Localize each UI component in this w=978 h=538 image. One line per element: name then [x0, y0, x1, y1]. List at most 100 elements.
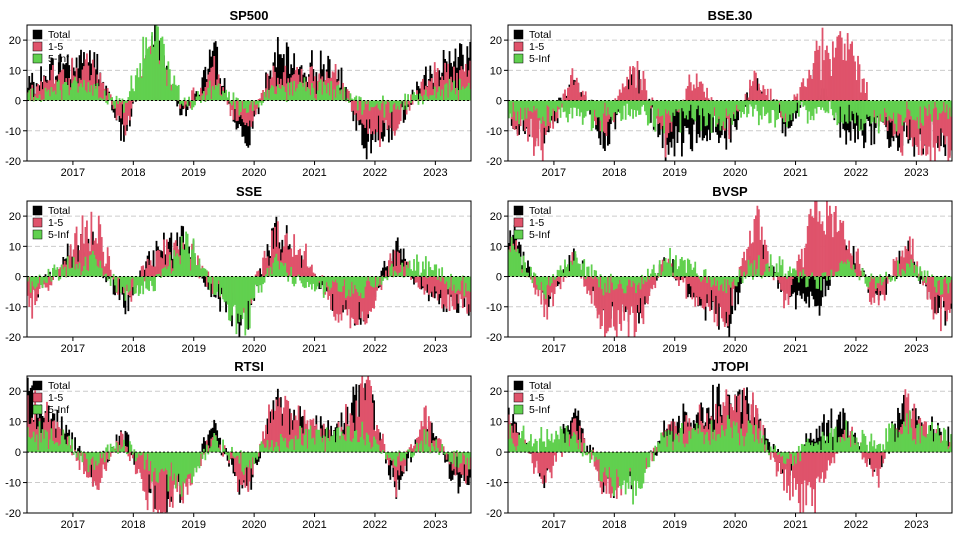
bar: [287, 46, 290, 101]
bar: [299, 276, 301, 281]
bar: [223, 78, 226, 101]
bar: [734, 276, 737, 311]
bar: [561, 100, 563, 108]
bar: [321, 76, 324, 101]
bar: [401, 262, 404, 277]
bar: [232, 452, 235, 474]
bar: [322, 276, 325, 298]
bar: [364, 445, 367, 453]
bar: [139, 452, 142, 456]
bar: [611, 276, 614, 283]
bar: [590, 264, 593, 277]
bar: [284, 65, 287, 101]
bar: [617, 276, 620, 311]
bar: [831, 436, 834, 453]
bar: [296, 88, 298, 101]
bar: [413, 445, 415, 453]
bar: [65, 444, 68, 453]
bar: [256, 452, 259, 460]
bar: [718, 276, 720, 291]
bar: [282, 265, 285, 277]
bar: [448, 452, 451, 479]
bar: [276, 406, 279, 453]
bar: [917, 273, 920, 277]
bar: [450, 452, 452, 481]
bar: [716, 276, 719, 327]
bar: [598, 100, 600, 139]
bar: [81, 87, 84, 101]
bar: [398, 452, 401, 476]
bar: [303, 276, 306, 289]
bar: [784, 273, 787, 277]
bar: [220, 276, 223, 288]
bar: [692, 84, 695, 101]
bar: [81, 271, 84, 277]
bar: [185, 452, 187, 479]
bar: [852, 100, 855, 130]
bar: [374, 100, 377, 130]
bar: [667, 263, 670, 277]
bar: [305, 429, 307, 453]
bar: [456, 276, 458, 291]
bar: [419, 275, 421, 277]
bar: [419, 443, 421, 453]
bar: [908, 236, 911, 277]
bar: [568, 255, 571, 277]
bar: [200, 269, 202, 277]
bar: [571, 264, 574, 277]
bar: [130, 75, 133, 101]
bar: [311, 276, 313, 290]
bar: [248, 276, 251, 329]
bar: [294, 415, 297, 453]
bar: [80, 49, 82, 101]
bar: [54, 94, 57, 101]
bar: [130, 276, 133, 280]
bar: [456, 452, 458, 457]
bar: [111, 97, 113, 101]
bar: [447, 452, 449, 462]
bar: [463, 452, 466, 465]
bar: [204, 441, 207, 453]
bar: [763, 100, 766, 116]
bar: [250, 100, 253, 127]
bar: [303, 409, 306, 453]
bar: [117, 100, 119, 105]
bar: [911, 100, 914, 147]
bar: [809, 208, 812, 277]
bar: [97, 98, 100, 101]
bar: [830, 269, 833, 277]
bar: [198, 258, 201, 277]
bar: [239, 450, 242, 453]
bar: [439, 439, 442, 453]
bar: [404, 260, 407, 277]
bar: [457, 452, 460, 468]
bar: [459, 276, 461, 291]
bar: [589, 100, 592, 111]
bar: [760, 93, 763, 101]
bar: [126, 100, 128, 103]
bar: [570, 75, 572, 101]
bar: [108, 452, 111, 460]
bar: [886, 100, 889, 121]
bar: [604, 100, 606, 134]
bar: [620, 276, 623, 284]
bar: [331, 71, 334, 101]
bar: [630, 85, 633, 101]
bar: [385, 270, 387, 277]
plot-frame: [507, 24, 953, 162]
bar: [519, 100, 522, 127]
bar: [466, 452, 469, 458]
bar: [441, 267, 444, 277]
bar: [413, 276, 415, 285]
bar: [69, 445, 72, 453]
bar: [424, 256, 427, 277]
bar: [398, 100, 401, 125]
bar: [925, 276, 927, 283]
bar: [417, 276, 420, 288]
bar: [185, 100, 187, 117]
bar: [242, 100, 245, 123]
legend-label: 1-5: [48, 41, 63, 53]
bar: [370, 100, 372, 107]
bar: [312, 272, 315, 277]
